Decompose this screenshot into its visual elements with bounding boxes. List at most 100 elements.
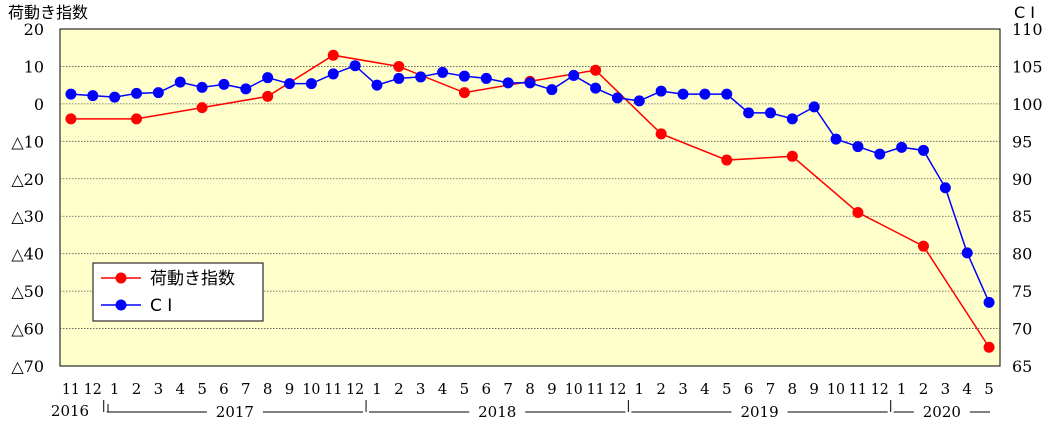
blue-data-point bbox=[262, 72, 274, 84]
blue-data-point bbox=[874, 148, 886, 160]
x-axis-months: 11 12 1 2 3 4 5 6 7 8 9 10 11 12 1 2 3 4 5 6 7 8 9 10 11 12 1 2 3 4 5 6… bbox=[62, 380, 994, 398]
month-label: 5 bbox=[984, 380, 994, 398]
right-tick-label: 80 bbox=[1012, 245, 1032, 264]
blue-data-point bbox=[174, 76, 186, 88]
month-label: 2 bbox=[132, 380, 142, 398]
red-data-point bbox=[327, 49, 339, 61]
year-label: 2019 bbox=[740, 403, 778, 421]
month-label: 8 bbox=[263, 380, 273, 398]
right-tick-label: 90 bbox=[1012, 170, 1032, 189]
left-tick-label: △10 bbox=[11, 132, 44, 151]
red-data-point bbox=[721, 154, 733, 166]
blue-data-point bbox=[546, 84, 558, 96]
right-tick-label: 65 bbox=[1012, 357, 1032, 376]
blue-data-point bbox=[371, 79, 383, 91]
month-label: 3 bbox=[678, 380, 688, 398]
blue-data-point bbox=[415, 71, 427, 83]
month-label: 5 bbox=[460, 380, 470, 398]
month-label: 7 bbox=[503, 380, 513, 398]
month-label: 11 bbox=[324, 380, 342, 398]
month-label: 8 bbox=[788, 380, 798, 398]
left-tick-label: △50 bbox=[11, 282, 44, 301]
month-label: 9 bbox=[285, 380, 295, 398]
blue-data-point bbox=[284, 78, 296, 90]
month-label: 11 bbox=[587, 380, 605, 398]
x-axis-years: 2016 2017 2018 2019 2020 bbox=[51, 400, 990, 421]
right-tick-label: 105 bbox=[1012, 57, 1043, 76]
month-label: 4 bbox=[175, 380, 185, 398]
red-data-point bbox=[458, 87, 470, 99]
left-axis-ticks: 20 10 0 △10 △20 △30 △40 △50 △60 △70 bbox=[11, 20, 44, 376]
red-data-point bbox=[786, 150, 798, 162]
blue-data-point bbox=[305, 78, 317, 90]
blue-data-point bbox=[327, 68, 339, 80]
blue-data-point bbox=[633, 95, 645, 107]
left-tick-label: 10 bbox=[24, 57, 44, 76]
blue-data-point bbox=[983, 296, 995, 308]
year-label: 2018 bbox=[478, 403, 516, 421]
left-tick-label: △20 bbox=[11, 170, 44, 189]
blue-data-point bbox=[218, 78, 230, 90]
blue-data-point bbox=[590, 82, 602, 94]
red-data-point bbox=[917, 240, 929, 252]
left-tick-label: △70 bbox=[11, 357, 44, 376]
blue-data-point bbox=[721, 88, 733, 100]
month-label: 1 bbox=[635, 380, 645, 398]
blue-data-point bbox=[611, 92, 623, 104]
blue-data-point bbox=[131, 87, 143, 99]
blue-data-point bbox=[393, 72, 405, 84]
month-label: 6 bbox=[482, 380, 492, 398]
right-tick-label: 85 bbox=[1012, 207, 1032, 226]
left-axis-title: 荷動き指数 bbox=[8, 3, 88, 22]
left-tick-label: 20 bbox=[24, 20, 44, 39]
legend-blue-marker bbox=[115, 299, 127, 311]
blue-data-point bbox=[109, 91, 121, 103]
month-label: 12 bbox=[84, 380, 102, 398]
legend-label-red: 荷動き指数 bbox=[150, 269, 235, 289]
right-axis-ticks: 110 105 100 95 90 85 80 75 70 65 bbox=[1012, 20, 1043, 376]
blue-data-point bbox=[87, 90, 99, 102]
blue-data-point bbox=[677, 88, 689, 100]
month-label: 11 bbox=[849, 380, 867, 398]
month-label: 6 bbox=[744, 380, 754, 398]
year-label: 2017 bbox=[216, 403, 254, 421]
month-label: 5 bbox=[722, 380, 732, 398]
blue-data-point bbox=[524, 77, 536, 89]
month-label: 10 bbox=[565, 380, 583, 398]
month-label: 4 bbox=[962, 380, 972, 398]
month-label: 10 bbox=[302, 380, 320, 398]
red-data-point bbox=[196, 102, 208, 114]
left-tick-label: △40 bbox=[11, 245, 44, 264]
legend: 荷動き指数 C I bbox=[92, 262, 264, 322]
right-tick-label: 95 bbox=[1012, 132, 1032, 151]
blue-data-point bbox=[65, 88, 77, 100]
legend-label-blue: C I bbox=[150, 296, 172, 316]
blue-data-point bbox=[699, 88, 711, 100]
legend-red-marker bbox=[115, 272, 127, 284]
month-label: 5 bbox=[197, 380, 207, 398]
month-label: 11 bbox=[62, 380, 80, 398]
blue-data-point bbox=[152, 87, 164, 99]
red-data-point bbox=[65, 113, 77, 125]
month-label: 1 bbox=[110, 380, 120, 398]
blue-data-point bbox=[196, 81, 208, 93]
blue-data-point bbox=[961, 247, 973, 259]
month-label: 8 bbox=[525, 380, 535, 398]
month-label: 3 bbox=[941, 380, 951, 398]
blue-data-point bbox=[743, 107, 755, 119]
month-label: 2 bbox=[919, 380, 929, 398]
year-label: 2016 bbox=[51, 402, 89, 420]
blue-data-point bbox=[655, 85, 667, 97]
red-data-point bbox=[655, 128, 667, 140]
blue-data-point bbox=[830, 133, 842, 145]
red-data-point bbox=[983, 341, 995, 353]
month-label: 9 bbox=[547, 380, 557, 398]
right-tick-label: 70 bbox=[1012, 320, 1032, 339]
month-label: 1 bbox=[897, 380, 907, 398]
red-data-point bbox=[852, 206, 864, 218]
blue-data-point bbox=[764, 107, 776, 119]
blue-data-point bbox=[480, 72, 492, 84]
blue-data-point bbox=[917, 144, 929, 156]
left-tick-label: △30 bbox=[11, 207, 44, 226]
